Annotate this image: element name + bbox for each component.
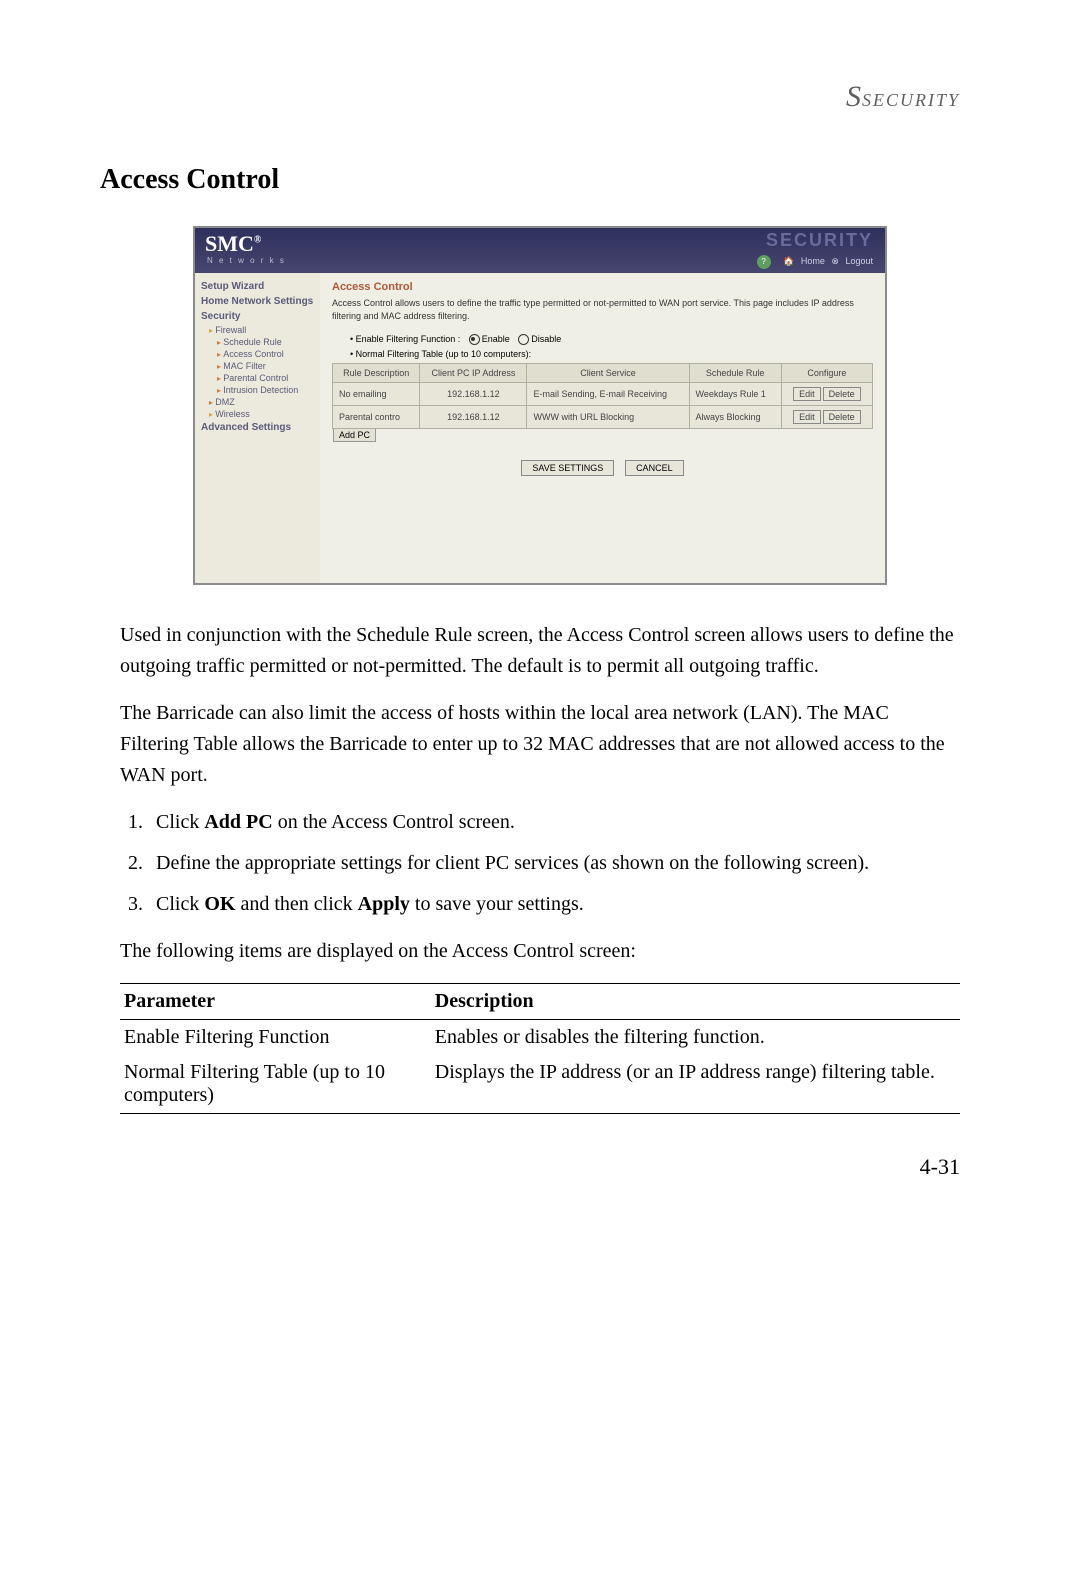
filtering-table-label: Normal Filtering Table (up to 10 compute…	[350, 349, 873, 359]
home-link[interactable]: 🏠 Home	[783, 256, 825, 266]
logout-link[interactable]: ⊗ Logout	[831, 256, 873, 266]
cell-ip: 192.168.1.12	[420, 406, 527, 429]
sidebar-item-intrusion-detection[interactable]: Intrusion Detection	[195, 384, 320, 396]
cancel-button[interactable]: CANCEL	[625, 460, 684, 476]
param-name: Enable Filtering Function	[120, 1020, 431, 1056]
router-screenshot: SMC® N e t w o r k s SECURITY ? 🏠 Home ⊗…	[193, 226, 887, 585]
cell-rule: Always Blocking	[689, 406, 781, 429]
param-name: Normal Filtering Table (up to 10 compute…	[120, 1055, 431, 1114]
cell-configure: EditDelete	[781, 383, 872, 406]
sidebar-item-access-control[interactable]: Access Control	[195, 348, 320, 360]
step-3: Click OK and then click Apply to save yo…	[148, 889, 960, 920]
save-settings-button[interactable]: SAVE SETTINGS	[521, 460, 614, 476]
param-desc: Displays the IP address (or an IP addres…	[431, 1055, 960, 1114]
delete-button[interactable]: Delete	[823, 410, 861, 424]
sidebar-item-home-network[interactable]: Home Network Settings	[195, 294, 320, 309]
sidebar: Setup Wizard Home Network Settings Secur…	[195, 273, 320, 583]
filtering-table: Rule Description Client PC IP Address Cl…	[332, 363, 873, 429]
cell-desc: Parental contro	[333, 406, 420, 429]
cell-service: E-mail Sending, E-mail Receiving	[527, 383, 689, 406]
th-configure: Configure	[781, 364, 872, 383]
screenshot-main: Access Control Access Control allows use…	[320, 273, 885, 583]
cell-service: WWW with URL Blocking	[527, 406, 689, 429]
sidebar-item-parental-control[interactable]: Parental Control	[195, 372, 320, 384]
panel-title: Access Control	[332, 281, 873, 293]
sidebar-item-advanced[interactable]: Advanced Settings	[195, 420, 320, 435]
enable-radio[interactable]	[469, 334, 480, 345]
table-row: Parental contro 192.168.1.12 WWW with UR…	[333, 406, 873, 429]
section-header: SSECURITY	[120, 80, 960, 114]
cell-configure: EditDelete	[781, 406, 872, 429]
edit-button[interactable]: Edit	[793, 410, 821, 424]
th-client-ip: Client PC IP Address	[420, 364, 527, 383]
sidebar-item-schedule-rule[interactable]: Schedule Rule	[195, 336, 320, 348]
th-client-service: Client Service	[527, 364, 689, 383]
sidebar-item-wireless[interactable]: Wireless	[195, 408, 320, 420]
step-2: Define the appropriate settings for clie…	[148, 848, 960, 879]
cell-desc: No emailing	[333, 383, 420, 406]
table-row: No emailing 192.168.1.12 E-mail Sending,…	[333, 383, 873, 406]
delete-button[interactable]: Delete	[823, 387, 861, 401]
brand-word: SECURITY	[766, 230, 873, 251]
logo-subtitle: N e t w o r k s	[207, 256, 286, 265]
parameter-table: Parameter Description Enable Filtering F…	[120, 983, 960, 1114]
add-pc-button[interactable]: Add PC	[333, 429, 376, 442]
screenshot-topbar: SMC® N e t w o r k s SECURITY ? 🏠 Home ⊗…	[195, 228, 885, 273]
cell-rule: Weekdays Rule 1	[689, 383, 781, 406]
page-number: 4-31	[120, 1154, 960, 1180]
help-icon[interactable]: ?	[757, 255, 771, 269]
paragraph-1: Used in conjunction with the Schedule Ru…	[120, 620, 960, 682]
edit-button[interactable]: Edit	[793, 387, 821, 401]
logo: SMC®	[205, 231, 261, 257]
page-title: Access Control	[100, 164, 960, 196]
paragraph-2: The Barricade can also limit the access …	[120, 698, 960, 791]
sidebar-item-firewall[interactable]: Firewall	[195, 324, 320, 336]
th-description: Description	[431, 984, 960, 1020]
panel-description: Access Control allows users to define th…	[332, 297, 873, 322]
th-rule-desc: Rule Description	[333, 364, 420, 383]
top-links: ? 🏠 Home ⊗ Logout	[753, 255, 873, 269]
th-schedule-rule: Schedule Rule	[689, 364, 781, 383]
sidebar-item-mac-filter[interactable]: MAC Filter	[195, 360, 320, 372]
param-desc: Enables or disables the filtering functi…	[431, 1020, 960, 1056]
sidebar-item-security[interactable]: Security	[195, 309, 320, 324]
after-steps-text: The following items are displayed on the…	[120, 936, 960, 967]
sidebar-item-setup-wizard[interactable]: Setup Wizard	[195, 279, 320, 294]
th-parameter: Parameter	[120, 984, 431, 1020]
enable-filtering-row: Enable Filtering Function : Enable Disab…	[350, 334, 873, 345]
step-1: Click Add PC on the Access Control scree…	[148, 807, 960, 838]
steps-list: Click Add PC on the Access Control scree…	[120, 807, 960, 920]
cell-ip: 192.168.1.12	[420, 383, 527, 406]
disable-radio[interactable]	[518, 334, 529, 345]
sidebar-item-dmz[interactable]: DMZ	[195, 396, 320, 408]
